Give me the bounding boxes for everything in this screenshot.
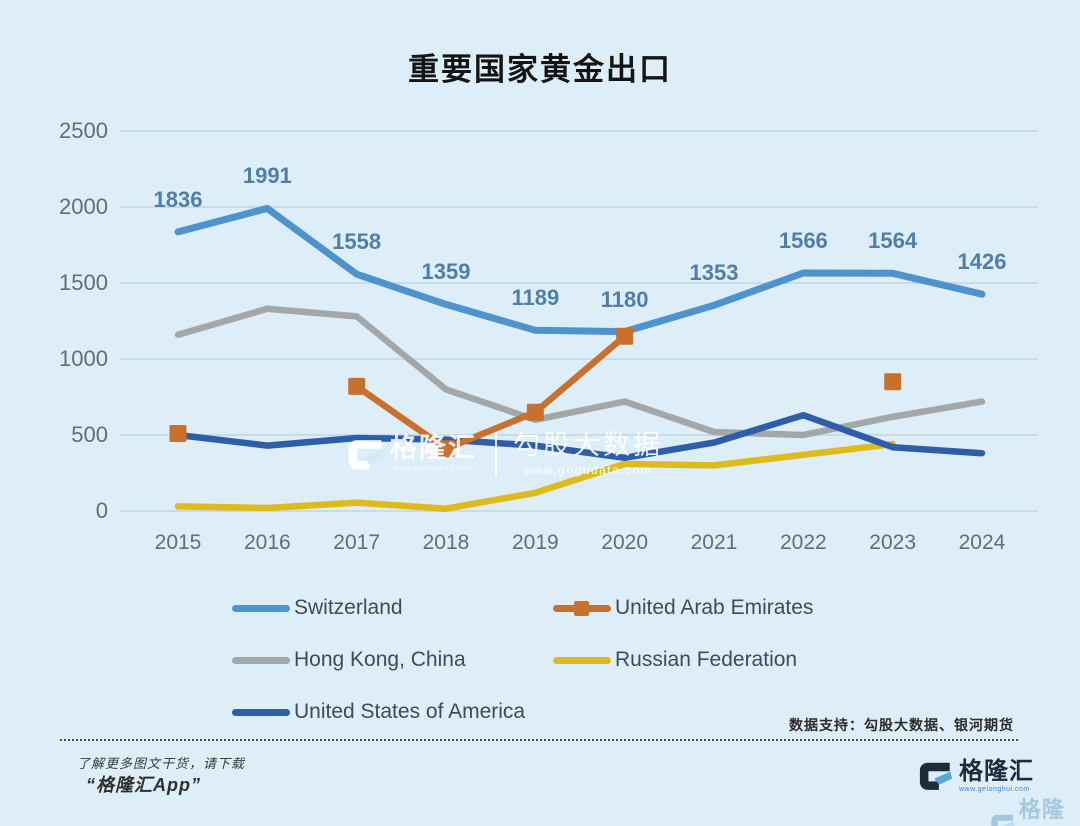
promo-text-line2: “格隆汇App” [86, 775, 201, 795]
legend-swatch [553, 600, 611, 616]
y-axis-tick-label: 1500 [59, 270, 108, 295]
series-line-united-arab-emirates [353, 332, 628, 452]
chart-title: 重要国家黄金出口 [408, 52, 672, 87]
marker-square-united-arab-emirates [526, 403, 544, 421]
footer-logo-texts: 格隆汇 www.gelonghui.com [959, 758, 1034, 794]
x-axis-tick-label: 2015 [154, 531, 202, 554]
x-axis-tick-label: 2019 [511, 531, 559, 554]
y-axis-tick-label: 2500 [59, 118, 108, 143]
legend-swatch [553, 656, 611, 664]
corner-watermark-logo: 格隆汇 [990, 792, 1080, 826]
marker-square-united-arab-emirates [169, 425, 187, 442]
g-logo-arrow [934, 771, 953, 785]
data-label: 1566 [778, 227, 828, 253]
legend-label: Hong Kong, China [294, 648, 466, 671]
legend-item-russian-federation: Russian Federation [553, 648, 813, 672]
data-label: 1189 [511, 285, 560, 311]
series-line-russian-federation [174, 440, 896, 512]
footer-logo-url: www.gelonghui.com [959, 786, 1030, 793]
x-axis-tick-label: 2021 [690, 531, 738, 554]
x-axis-tick-label: 2018 [422, 531, 470, 554]
g-logo-arrow [1002, 821, 1015, 826]
legend-label: United States of America [294, 700, 526, 723]
legend-swatch [232, 604, 290, 612]
y-axis-tick-label: 1000 [59, 346, 108, 371]
y-axis-tick-label: 500 [71, 422, 108, 447]
x-axis-tick-label: 2024 [958, 531, 1006, 554]
x-axis-tick-label: 2020 [601, 531, 649, 554]
footer-logo-text: 格隆汇 [959, 758, 1034, 785]
legend-item-united-arab-emirates: United Arab Emirates [553, 596, 813, 620]
g-logo-icon [919, 762, 953, 790]
legend-label: Switzerland [294, 596, 403, 619]
legend-label: Russian Federation [615, 648, 798, 671]
data-label: 1836 [153, 186, 203, 212]
data-support-note: 数据支持：勾股大数据、银河期货 [789, 717, 1014, 733]
y-axis-tick-label: 2000 [59, 194, 108, 219]
g-logo-outline [991, 814, 1014, 826]
x-axis-tick-label: 2017 [333, 531, 381, 554]
data-label: 1426 [957, 249, 1007, 275]
series-line-switzerland [174, 204, 986, 336]
dashed-divider [60, 739, 1018, 741]
data-label: 1353 [689, 260, 739, 286]
promo-text-line1: 了解更多图文干货，请下载 [77, 756, 246, 771]
data-label: 1991 [242, 163, 292, 189]
marker-square-united-arab-emirates [884, 373, 902, 391]
legend-item-switzerland: Switzerland [232, 596, 553, 620]
legend-label: United Arab Emirates [615, 596, 814, 619]
legend: Switzerland United Arab Emirates Hong Kong… [232, 596, 813, 724]
data-label: 1558 [332, 229, 382, 255]
marker-square-united-arab-emirates [437, 440, 455, 458]
corner-watermark-text: 格隆汇 [1018, 797, 1065, 822]
data-label: 1359 [421, 259, 471, 285]
legend-marker-square [574, 600, 589, 616]
g-logo-outline [919, 762, 950, 790]
data-label: 1180 [600, 286, 649, 312]
data-label: 1564 [868, 228, 918, 254]
footer-logo: 格隆汇 www.gelonghui.com [916, 760, 1034, 793]
legend-swatch [232, 708, 290, 716]
series-line-united-states-of-america [174, 411, 986, 462]
x-axis-tick-label: 2016 [243, 531, 291, 554]
x-axis-tick-label: 2022 [779, 531, 827, 554]
g-logo-corner-icon [991, 814, 1015, 826]
series-line-hong-kong-china [174, 305, 986, 439]
marker-square-united-arab-emirates [348, 377, 366, 395]
x-axis-tick-label: 2023 [869, 531, 917, 554]
y-axis-tick-label: 0 [95, 498, 108, 523]
marker-square-united-arab-emirates [616, 327, 634, 345]
legend-item-hong-kong-china: Hong Kong, China [232, 648, 553, 672]
legend-swatch [232, 656, 290, 664]
legend-item-united-states-of-america: United States of America [232, 700, 553, 724]
